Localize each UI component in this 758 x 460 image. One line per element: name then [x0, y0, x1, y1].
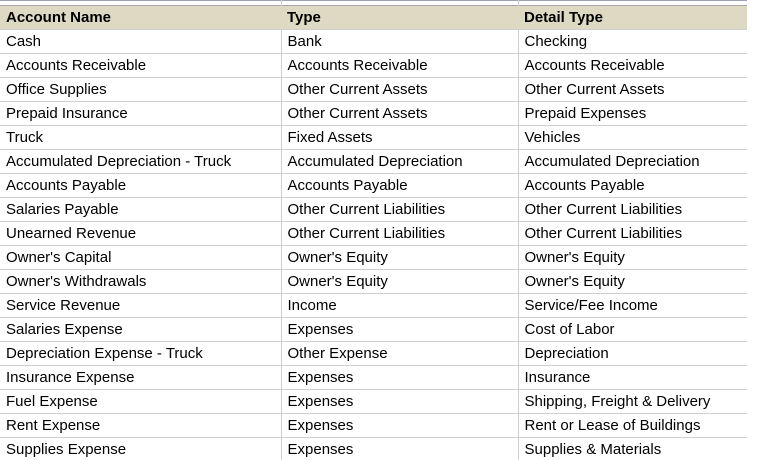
- cell-type[interactable]: Bank: [280, 29, 519, 54]
- right-gutter: [747, 0, 758, 460]
- table-row: Insurance Expense Expenses Insurance: [0, 365, 748, 390]
- cell-detail-type[interactable]: Insurance: [517, 365, 748, 390]
- cell-detail-type[interactable]: Vehicles: [517, 125, 748, 150]
- cell-detail-type[interactable]: Other Current Liabilities: [517, 197, 748, 222]
- cell-type[interactable]: Accounts Receivable: [280, 53, 519, 78]
- cell-detail-type[interactable]: Owner's Equity: [517, 269, 748, 294]
- cell-detail-type[interactable]: Rent or Lease of Buildings: [517, 413, 748, 438]
- cell-account-name[interactable]: Salaries Expense: [0, 317, 282, 342]
- cell-detail-type[interactable]: Accounts Receivable: [517, 53, 748, 78]
- partial-row-above-header: [0, 0, 748, 6]
- table-row: Accounts Receivable Accounts Receivable Ac…: [0, 53, 748, 78]
- cell-type[interactable]: Expenses: [280, 413, 519, 438]
- cell-account-name[interactable]: Depreciation Expense - Truck: [0, 341, 282, 366]
- table-row: Prepaid Insurance Other Current Assets Pre…: [0, 101, 748, 126]
- cell-type[interactable]: Expenses: [280, 365, 519, 390]
- table-row: Accumulated Depreciation - Truck Accumula…: [0, 149, 748, 174]
- cell-detail-type[interactable]: Accumulated Depreciation: [517, 149, 748, 174]
- table-body: Cash Bank Checking Accounts Receivable Accou…: [0, 29, 748, 460]
- cell-detail-type[interactable]: Checking: [517, 29, 748, 54]
- cell-account-name[interactable]: Accumulated Depreciation - Truck: [0, 149, 282, 174]
- cell-account-name[interactable]: Insurance Expense: [0, 365, 282, 390]
- header-row: Account Name Type Detail Type: [0, 5, 748, 30]
- cell-detail-type[interactable]: Accounts Payable: [517, 173, 748, 198]
- cell-detail-type[interactable]: Supplies & Materials: [517, 437, 748, 460]
- cell-detail-type[interactable]: Owner's Equity: [517, 245, 748, 270]
- cell-detail-type[interactable]: Service/Fee Income: [517, 293, 748, 318]
- cell-account-name[interactable]: Cash: [0, 29, 282, 54]
- table-row: Service Revenue Income Service/Fee Income: [0, 293, 748, 318]
- cell-account-name[interactable]: Unearned Revenue: [0, 221, 282, 246]
- cell-type[interactable]: Expenses: [280, 437, 519, 460]
- table-row: Rent Expense Expenses Rent or Lease of Bui…: [0, 413, 748, 438]
- column-header-detail-type[interactable]: Detail Type: [518, 5, 748, 30]
- table-header: Account Name Type Detail Type: [0, 0, 748, 30]
- table-row: Depreciation Expense - Truck Other Expens…: [0, 341, 748, 366]
- table-row: Salaries Expense Expenses Cost of Labor: [0, 317, 748, 342]
- cell-detail-type[interactable]: Cost of Labor: [517, 317, 748, 342]
- cell-account-name[interactable]: Fuel Expense: [0, 389, 282, 414]
- cell-account-name[interactable]: Office Supplies: [0, 77, 282, 102]
- cell-type[interactable]: Other Current Liabilities: [280, 197, 519, 222]
- table-row: Accounts Payable Accounts Payable Accounts…: [0, 173, 748, 198]
- cell-type[interactable]: Expenses: [280, 389, 519, 414]
- cell-type[interactable]: Other Expense: [280, 341, 519, 366]
- table-row: Office Supplies Other Current Assets Other…: [0, 77, 748, 102]
- cell-account-name[interactable]: Supplies Expense: [0, 437, 282, 460]
- partial-row-cell: [517, 0, 748, 6]
- table-row: Salaries Payable Other Current Liabilitie…: [0, 197, 748, 222]
- cell-type[interactable]: Income: [280, 293, 519, 318]
- cell-account-name[interactable]: Owner's Withdrawals: [0, 269, 282, 294]
- table-row: Supplies Expense Expenses Supplies & Mater…: [0, 437, 748, 460]
- table-row: Owner's Withdrawals Owner's Equity Owner's…: [0, 269, 748, 294]
- cell-account-name[interactable]: Service Revenue: [0, 293, 282, 318]
- table-row: Fuel Expense Expenses Shipping, Freight & …: [0, 389, 748, 414]
- cell-type[interactable]: Fixed Assets: [280, 125, 519, 150]
- cell-detail-type[interactable]: Other Current Assets: [517, 77, 748, 102]
- cell-account-name[interactable]: Truck: [0, 125, 282, 150]
- cell-type[interactable]: Other Current Liabilities: [280, 221, 519, 246]
- cell-type[interactable]: Accounts Payable: [280, 173, 519, 198]
- cell-account-name[interactable]: Accounts Payable: [0, 173, 282, 198]
- cell-type[interactable]: Other Current Assets: [280, 101, 519, 126]
- table-row: Cash Bank Checking: [0, 29, 748, 54]
- cell-detail-type[interactable]: Shipping, Freight & Delivery: [517, 389, 748, 414]
- column-header-account-name[interactable]: Account Name: [0, 5, 281, 30]
- cell-account-name[interactable]: Owner's Capital: [0, 245, 282, 270]
- cell-detail-type[interactable]: Prepaid Expenses: [517, 101, 748, 126]
- table-row: Owner's Capital Owner's Equity Owner's Equ…: [0, 245, 748, 270]
- cell-account-name[interactable]: Salaries Payable: [0, 197, 282, 222]
- cell-detail-type[interactable]: Other Current Liabilities: [517, 221, 748, 246]
- cell-account-name[interactable]: Rent Expense: [0, 413, 282, 438]
- cell-type[interactable]: Expenses: [280, 317, 519, 342]
- table-row: Unearned Revenue Other Current Liabilitie…: [0, 221, 748, 246]
- column-header-type[interactable]: Type: [281, 5, 518, 30]
- cell-account-name[interactable]: Prepaid Insurance: [0, 101, 282, 126]
- cell-type[interactable]: Owner's Equity: [280, 245, 519, 270]
- cell-type[interactable]: Accumulated Depreciation: [280, 149, 519, 174]
- cell-account-name[interactable]: Accounts Receivable: [0, 53, 282, 78]
- cell-type[interactable]: Owner's Equity: [280, 269, 519, 294]
- cell-detail-type[interactable]: Depreciation: [517, 341, 748, 366]
- cell-type[interactable]: Other Current Assets: [280, 77, 519, 102]
- table-row: Truck Fixed Assets Vehicles: [0, 125, 748, 150]
